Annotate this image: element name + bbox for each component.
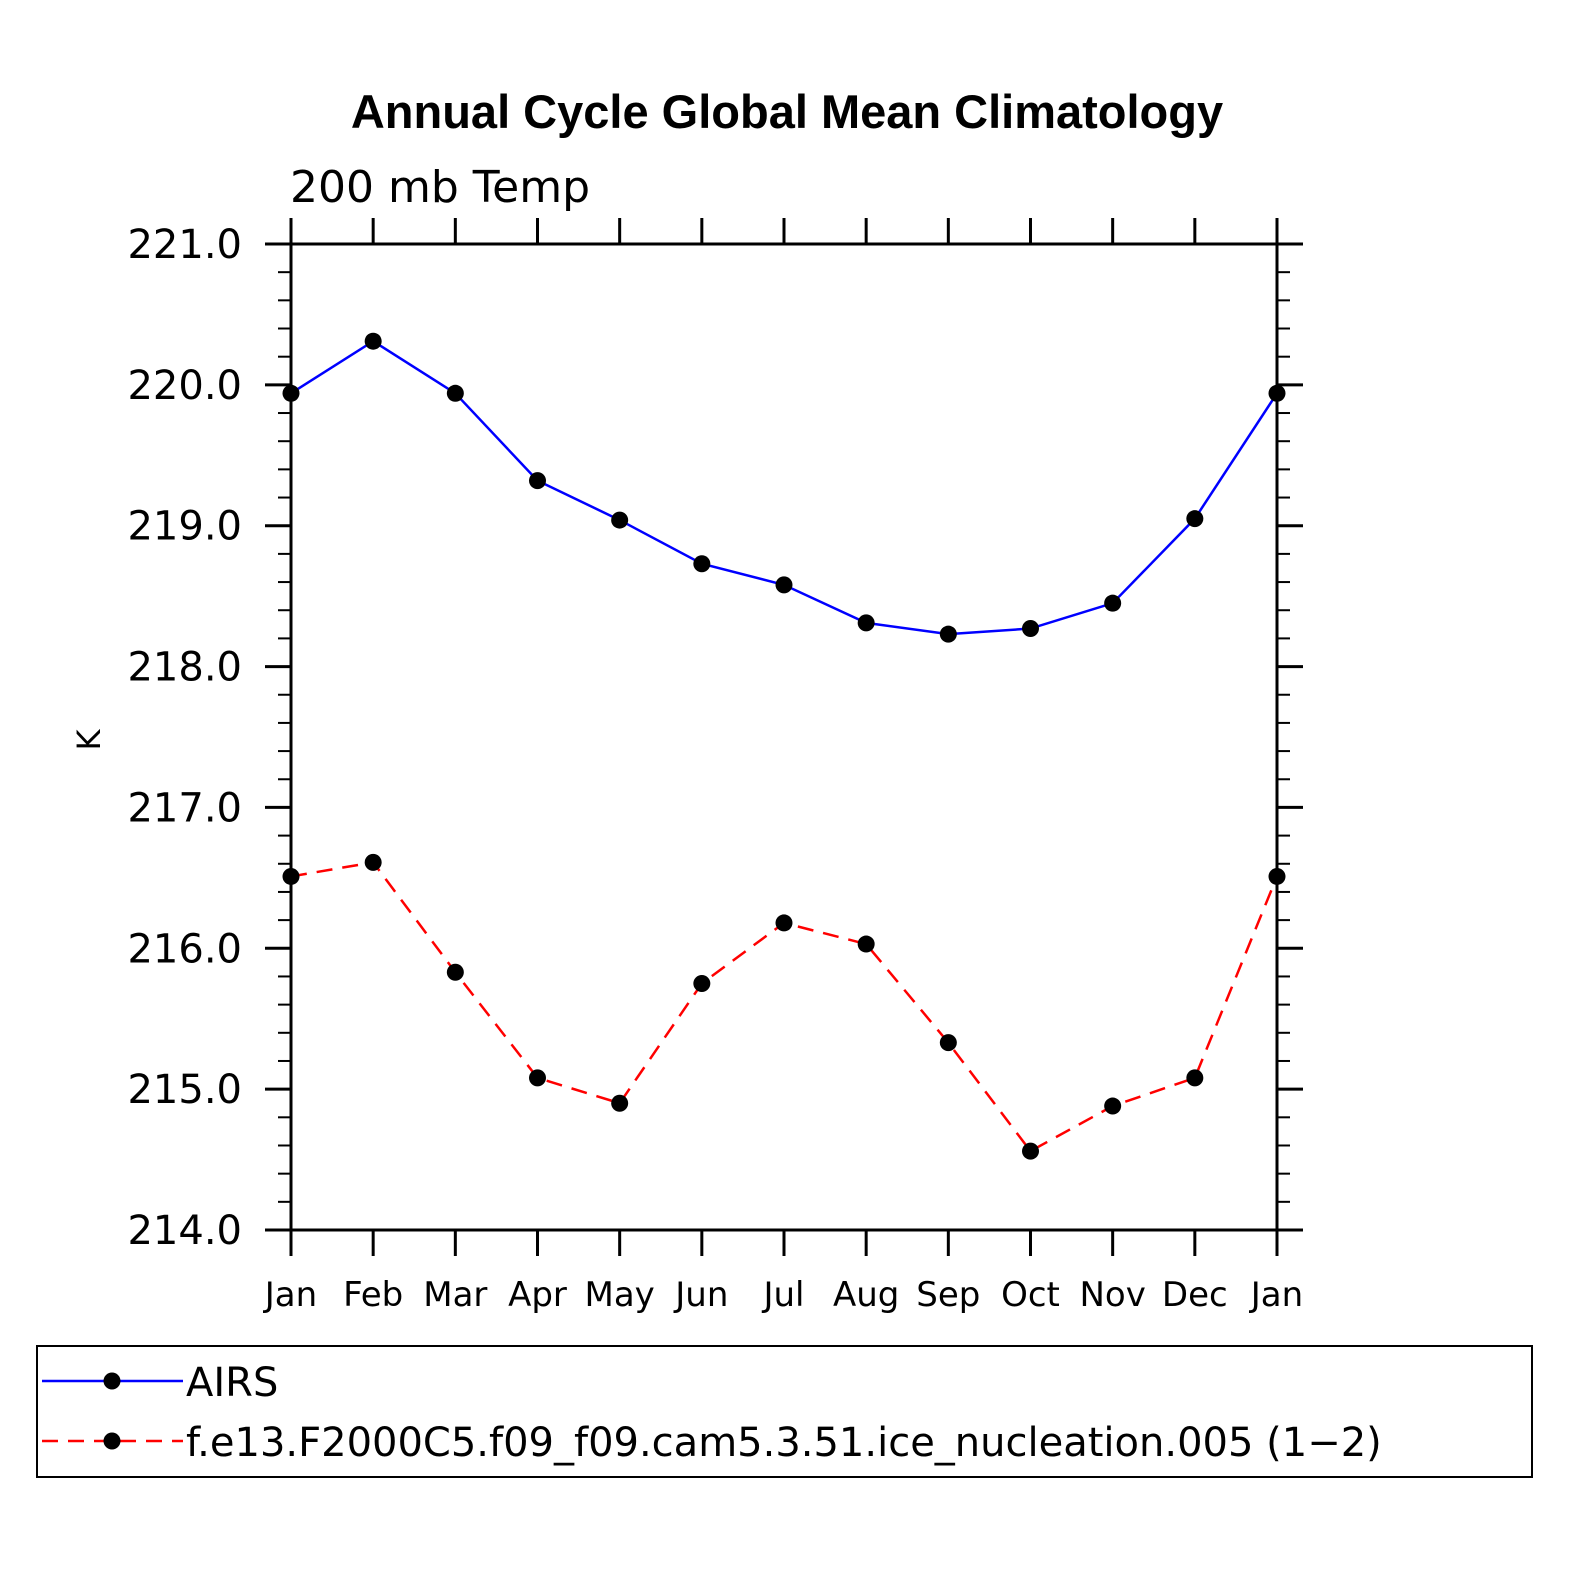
y-tick-label: 215.0 xyxy=(127,1067,242,1113)
y-tick-label: 221.0 xyxy=(127,222,242,268)
x-tick-label: Jul xyxy=(761,1275,804,1315)
x-tick-label: Sep xyxy=(916,1275,980,1315)
data-point-series-0 xyxy=(364,332,382,350)
legend-box xyxy=(36,1345,1533,1478)
data-point-series-0 xyxy=(529,472,546,490)
data-point-series-0 xyxy=(611,511,629,529)
legend-marker-0 xyxy=(103,1372,121,1390)
legend-marker-1 xyxy=(103,1432,121,1450)
y-tick-label: 219.0 xyxy=(127,504,242,550)
data-point-series-1 xyxy=(693,975,711,992)
data-point-series-0 xyxy=(1186,510,1204,528)
x-tick-label: Mar xyxy=(423,1275,487,1315)
axes-group: 214.0 215.0 216.0 217.0 218.0 219.0 220.0 221.0… xyxy=(127,218,1303,1315)
x-tick-label: Dec xyxy=(1162,1275,1228,1315)
x-tick-label: Feb xyxy=(343,1275,403,1315)
legend-label-0: AIRS xyxy=(186,1360,278,1406)
data-point-series-1 xyxy=(1186,1069,1204,1087)
legend-label-1: f.e13.F2000C5.f09_f09.cam5.3.51.ice_nucl… xyxy=(186,1420,1382,1466)
x-tick-label: May xyxy=(585,1275,655,1315)
chart-subtitle: 200 mb Temp xyxy=(290,162,590,213)
y-tick-label: 214.0 xyxy=(127,1208,242,1254)
data-point-series-0 xyxy=(775,576,793,594)
data-point-series-1 xyxy=(446,963,464,981)
data-point-series-1 xyxy=(939,1034,957,1052)
x-tick-label: Jun xyxy=(673,1275,728,1315)
data-point-series-0 xyxy=(446,384,464,402)
x-tick-label: Jan xyxy=(263,1275,317,1315)
x-tick-label: Jan xyxy=(1249,1275,1303,1315)
y-tick-label: 216.0 xyxy=(127,926,242,972)
data-point-series-0 xyxy=(1268,384,1286,402)
data-point-series-1 xyxy=(364,853,382,871)
data-point-series-1 xyxy=(857,935,875,953)
data-point-series-1 xyxy=(282,867,300,885)
data-point-series-0 xyxy=(282,384,300,402)
data-point-series-0 xyxy=(939,625,957,643)
data-point-series-1 xyxy=(1104,1097,1122,1115)
data-point-series-1 xyxy=(775,914,793,932)
data-point-series-0 xyxy=(857,614,875,632)
data-point-series-0 xyxy=(693,555,711,573)
plot-frame xyxy=(289,242,1279,1232)
data-point-series-0 xyxy=(1104,594,1122,612)
data-point-series-1 xyxy=(1022,1142,1039,1160)
data-point-series-1 xyxy=(529,1069,546,1087)
x-tick-label: Nov xyxy=(1079,1275,1145,1315)
data-point-series-1 xyxy=(1268,867,1286,885)
x-tick-label: Oct xyxy=(1001,1275,1060,1315)
x-tick-label: Aug xyxy=(833,1275,899,1315)
y-axis-label: K xyxy=(70,728,108,750)
series-group xyxy=(282,332,1286,1160)
series-line-1 xyxy=(290,861,1279,1153)
data-point-series-1 xyxy=(611,1094,629,1112)
x-tick-label: Apr xyxy=(508,1275,567,1315)
legend: AIRS f.e13.F2000C5.f09_f09.cam5.3.51.ice_… xyxy=(36,1345,1533,1478)
data-point-series-0 xyxy=(1022,620,1039,638)
y-tick-label: 217.0 xyxy=(127,785,242,831)
y-tick-label: 218.0 xyxy=(127,645,242,691)
chart-title: Annual Cycle Global Mean Climatology xyxy=(351,85,1223,138)
y-tick-label: 220.0 xyxy=(127,363,242,409)
